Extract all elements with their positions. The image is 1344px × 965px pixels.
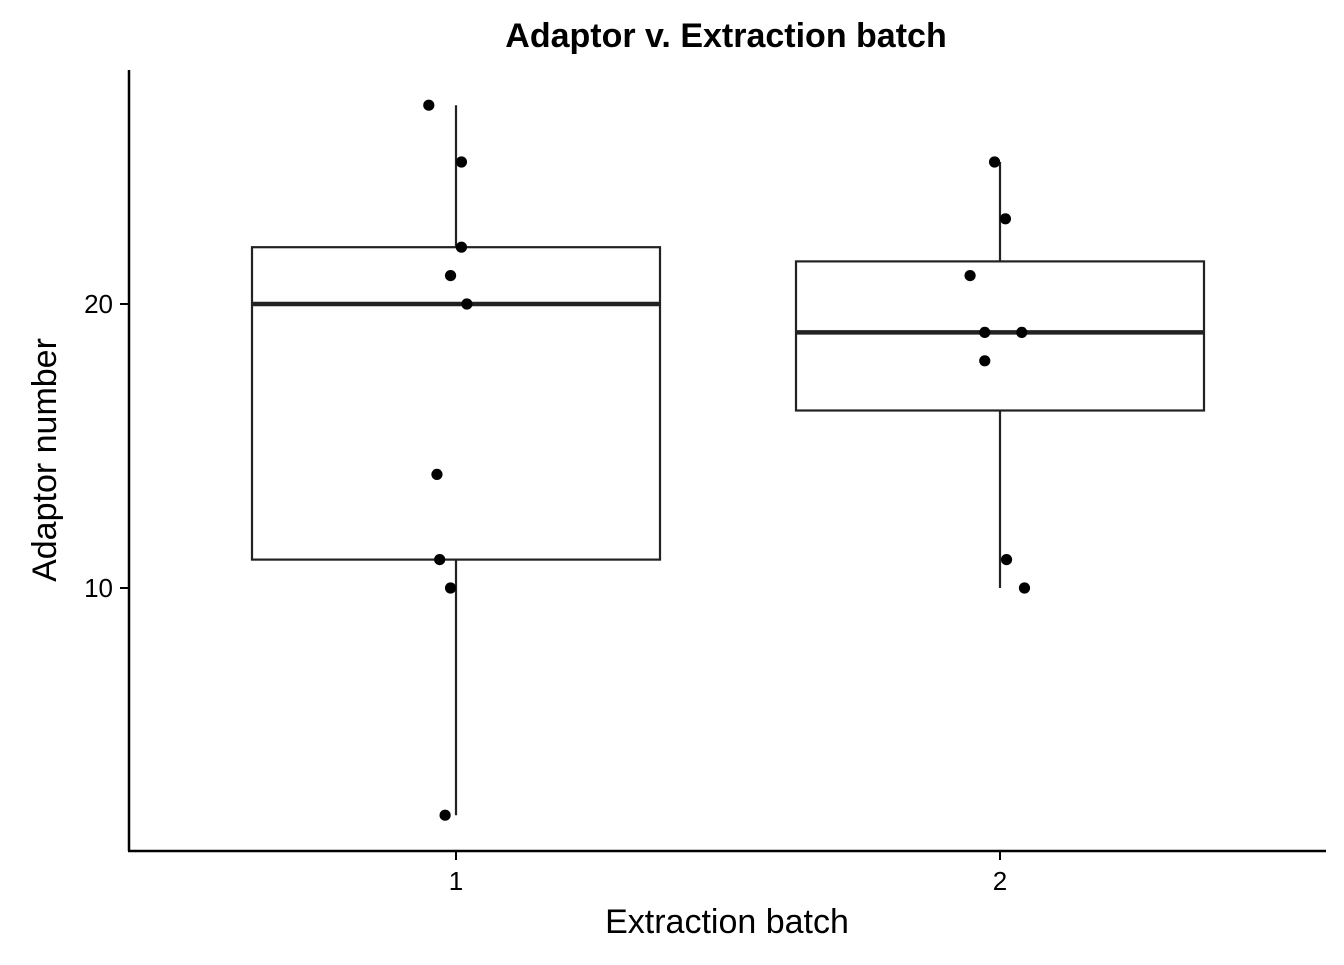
- data-point-7: [434, 554, 446, 566]
- y-tick-label-10: 10: [84, 573, 113, 603]
- x-axis-title: Extraction batch: [605, 903, 849, 941]
- data-point-6: [431, 468, 443, 480]
- data-point-2: [455, 156, 468, 168]
- data-point-13: [979, 326, 991, 338]
- data-point-10: [988, 156, 1001, 168]
- data-point-15: [979, 355, 991, 367]
- data-point-8: [444, 582, 457, 594]
- chart-title: Adaptor v. Extraction batch: [505, 17, 946, 55]
- data-point-3: [455, 241, 468, 253]
- boxes-layer: [250, 105, 1206, 816]
- y-tick-label-20: 20: [84, 289, 113, 319]
- points-layer: [423, 99, 1031, 821]
- data-point-12: [964, 270, 976, 282]
- box-2-iqr: [794, 260, 1206, 412]
- data-point-4: [444, 270, 457, 282]
- data-point-9: [439, 809, 451, 821]
- data-point-11: [999, 213, 1012, 225]
- box-1-iqr: [250, 246, 662, 561]
- y-axis-title: Adaptor number: [26, 338, 64, 582]
- data-point-5: [461, 298, 473, 310]
- x-tick-label-1: 1: [449, 866, 463, 896]
- x-tick-label-2: 2: [993, 866, 1007, 896]
- data-point-1: [423, 99, 435, 111]
- y-ticks: 10 20: [84, 289, 129, 603]
- data-point-16: [1000, 554, 1013, 566]
- data-point-17: [1018, 582, 1031, 594]
- data-point-14: [1016, 326, 1028, 338]
